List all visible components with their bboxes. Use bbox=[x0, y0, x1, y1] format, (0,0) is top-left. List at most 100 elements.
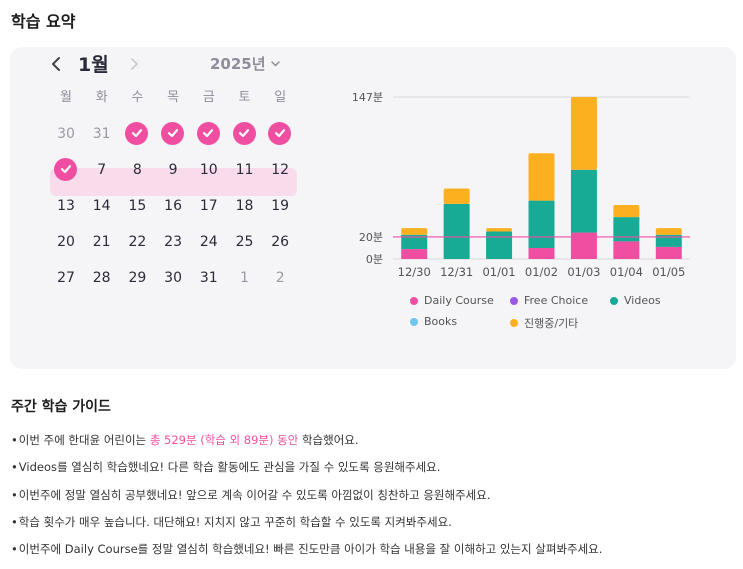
bar-segment bbox=[613, 205, 640, 218]
calendar-day-completed[interactable] bbox=[48, 155, 84, 185]
calendar-day[interactable]: 30 bbox=[57, 125, 75, 142]
calendar-day-completed[interactable] bbox=[119, 119, 155, 149]
x-tick-label: 01/01 bbox=[482, 265, 515, 279]
weekday-label: 토 bbox=[238, 90, 251, 105]
calendar-day[interactable]: 17 bbox=[199, 197, 218, 214]
guide-title: 주간 학습 가이드 bbox=[11, 399, 111, 415]
calendar-day[interactable]: 31 bbox=[92, 125, 111, 142]
legend-label: Free Choice bbox=[524, 294, 589, 307]
calendar-day[interactable]: 7 bbox=[97, 161, 107, 178]
current-week-highlight bbox=[50, 168, 297, 196]
calendar-day[interactable]: 24 bbox=[199, 233, 218, 250]
legend-item: Books bbox=[410, 315, 457, 328]
guide-item: 이번 주에 한대윤 어린이는 총 529분 (학습 외 89분) 동안 학습했어… bbox=[11, 430, 731, 457]
calendar-day-completed[interactable] bbox=[227, 119, 263, 149]
guide-text: 이번 주에 한대윤 어린이는 bbox=[18, 433, 150, 447]
x-tick-label: 01/05 bbox=[652, 265, 685, 279]
bar-segment bbox=[655, 228, 682, 235]
bar-segment bbox=[443, 203, 470, 259]
chevron-down-icon bbox=[270, 55, 281, 73]
y-tick-label: 20분 bbox=[359, 231, 383, 244]
calendar-day[interactable]: 22 bbox=[128, 233, 147, 250]
week-row: 27 28 29 30 31 1 2 bbox=[48, 269, 300, 305]
bar-segment bbox=[486, 228, 513, 232]
calendar-day-completed[interactable] bbox=[262, 119, 298, 149]
calendar-day[interactable]: 29 bbox=[128, 269, 147, 286]
check-icon bbox=[196, 121, 220, 145]
bar-segment bbox=[443, 188, 470, 204]
chevron-left-icon[interactable] bbox=[48, 52, 64, 76]
week-row: 13 14 15 16 17 18 19 bbox=[48, 198, 300, 234]
calendar-day[interactable]: 1 bbox=[240, 269, 249, 286]
calendar-grid: 월 화 수 목 금 토 일 30 31 7 8 9 10 11 12 13 14 15 16 17 18 19 20 21 22… bbox=[48, 90, 300, 305]
calendar-day[interactable]: 15 bbox=[128, 197, 147, 214]
calendar-day[interactable]: 23 bbox=[164, 233, 182, 250]
guide-highlight: 총 529분 (학습 외 89분) 동안 bbox=[149, 433, 299, 447]
calendar-day-completed[interactable] bbox=[191, 119, 227, 149]
calendar-day[interactable]: 14 bbox=[92, 197, 111, 214]
calendar-day[interactable]: 12 bbox=[271, 161, 290, 178]
legend-label: Daily Course bbox=[424, 294, 494, 307]
bar-segment bbox=[528, 153, 555, 201]
weekday-label: 월 bbox=[60, 90, 72, 105]
calendar-day[interactable]: 10 bbox=[199, 161, 218, 178]
bar-segment bbox=[613, 217, 640, 242]
legend-item: Videos bbox=[610, 294, 661, 307]
bar-segment bbox=[655, 234, 682, 247]
calendar-day[interactable]: 9 bbox=[168, 161, 178, 178]
calendar-day[interactable]: 13 bbox=[57, 197, 75, 214]
guide-item: Videos를 열심히 학습했네요! 다른 학습 활동에도 관심을 가질 수 있… bbox=[11, 457, 731, 484]
calendar-day[interactable]: 2 bbox=[275, 269, 285, 286]
legend-item: Free Choice bbox=[510, 294, 588, 307]
y-tick-label: 0분 bbox=[366, 253, 383, 266]
bar-segment bbox=[401, 228, 428, 235]
x-tick-label: 01/03 bbox=[567, 265, 600, 279]
x-tick-label: 12/31 bbox=[440, 265, 473, 279]
check-icon bbox=[54, 157, 77, 181]
calendar-day[interactable]: 16 bbox=[164, 197, 182, 214]
x-tick-label: 12/30 bbox=[398, 265, 431, 279]
y-tick-label: 147분 bbox=[352, 91, 383, 104]
calendar-day[interactable]: 31 bbox=[199, 269, 218, 286]
calendar-day[interactable]: 28 bbox=[92, 269, 111, 286]
check-icon bbox=[161, 121, 185, 145]
bar-segment bbox=[613, 241, 640, 259]
legend-label: Books bbox=[424, 315, 458, 328]
year-select[interactable]: 2025년 bbox=[210, 53, 281, 74]
guide-item: 이번주에 정말 열심히 공부했네요! 앞으로 계속 이어갈 수 있도록 아낌없이… bbox=[11, 485, 731, 512]
week-row: 30 31 bbox=[48, 121, 300, 163]
calendar-day[interactable]: 21 bbox=[92, 233, 111, 250]
calendar-day[interactable]: 26 bbox=[271, 233, 290, 250]
study-time-chart: 0분 20분 147분 12/30 12/31 01/01 01/02 01/03 01/04 0… bbox=[352, 91, 690, 279]
calendar-day-completed[interactable] bbox=[155, 119, 191, 149]
weekday-label: 수 bbox=[131, 90, 144, 105]
bar-segment bbox=[486, 231, 513, 259]
guide-text: 학습했어요. bbox=[298, 433, 359, 447]
week-row: 7 8 9 10 11 12 bbox=[48, 157, 300, 198]
bar-segment bbox=[570, 97, 597, 170]
calendar-day[interactable]: 30 bbox=[164, 269, 182, 286]
page-title: 학습 요약 bbox=[11, 12, 76, 31]
guide-item: 이번주에 Daily Course를 정말 열심히 학습했네요! 빠른 진도만큼… bbox=[11, 539, 731, 566]
calendar-day[interactable]: 18 bbox=[235, 197, 254, 214]
bar-segment bbox=[528, 247, 555, 259]
calendar-month: 1월 bbox=[78, 54, 109, 76]
legend-dot-icon bbox=[410, 296, 418, 305]
x-tick-label: 01/04 bbox=[610, 265, 643, 279]
weekday-label: 금 bbox=[202, 90, 215, 105]
calendar-day[interactable]: 20 bbox=[57, 233, 75, 250]
chevron-right-icon[interactable] bbox=[126, 52, 142, 76]
calendar-day[interactable]: 8 bbox=[132, 161, 142, 178]
calendar-day[interactable]: 19 bbox=[271, 197, 290, 214]
legend-dot-icon bbox=[410, 317, 418, 326]
year-label: 2025년 bbox=[210, 55, 266, 73]
calendar-day[interactable]: 11 bbox=[235, 161, 254, 178]
calendar-day[interactable]: 27 bbox=[57, 269, 75, 286]
bar-segment bbox=[401, 234, 428, 250]
guide-item: 학습 횟수가 매우 높습니다. 대단해요! 지치지 않고 꾸준히 학습할 수 있… bbox=[11, 512, 731, 539]
legend-label: 진행중/기타 bbox=[524, 317, 579, 330]
legend-label: Videos bbox=[624, 294, 661, 307]
bar-segment bbox=[570, 169, 597, 233]
calendar-day[interactable]: 25 bbox=[235, 233, 254, 250]
